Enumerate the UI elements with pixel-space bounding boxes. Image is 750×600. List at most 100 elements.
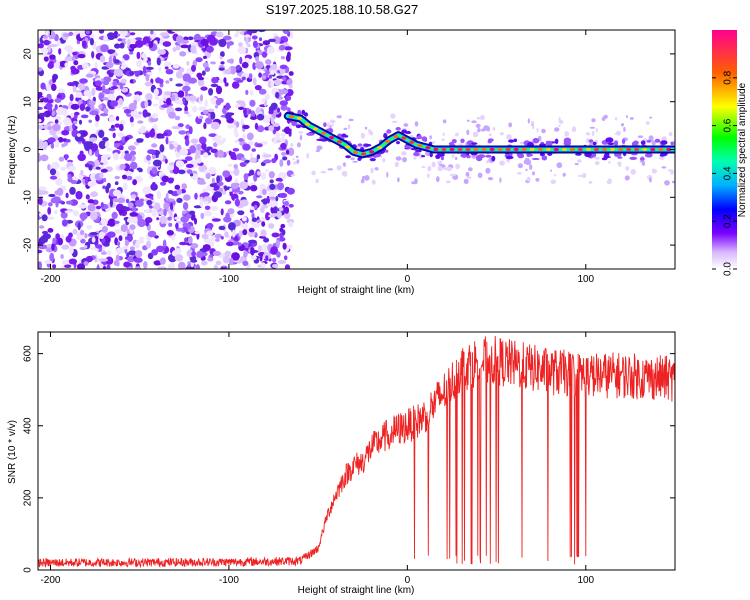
noise-speckle — [204, 200, 209, 205]
noise-speckle — [47, 164, 51, 171]
noise-speckle — [83, 261, 89, 266]
spectrogram-y-label: Frequency (Hz) — [7, 116, 18, 185]
noise-speckle — [188, 210, 196, 215]
noise-speckle — [658, 156, 665, 160]
noise-speckle — [212, 250, 221, 257]
noise-speckle — [67, 176, 73, 183]
noise-speckle — [94, 159, 100, 166]
noise-speckle — [421, 165, 426, 169]
noise-speckle — [249, 157, 257, 163]
noise-speckle — [258, 245, 262, 253]
ridge-peak — [296, 116, 302, 120]
ridge-peak — [497, 147, 503, 152]
noise-speckle — [69, 124, 73, 132]
noise-speckle — [145, 66, 154, 70]
noise-speckle — [147, 60, 152, 66]
noise-speckle — [95, 205, 102, 210]
noise-speckle — [102, 177, 107, 183]
noise-speckle — [115, 247, 125, 255]
noise-speckle — [296, 142, 301, 148]
noise-speckle — [242, 133, 246, 140]
noise-speckle — [89, 110, 99, 116]
noise-speckle — [336, 115, 342, 119]
ridge-halo — [303, 112, 309, 117]
noise-speckle — [485, 160, 490, 164]
noise-speckle — [369, 131, 374, 136]
noise-speckle — [38, 91, 43, 97]
noise-speckle — [177, 90, 185, 98]
noise-speckle — [254, 204, 258, 209]
noise-speckle — [165, 69, 174, 75]
noise-speckle — [38, 249, 43, 254]
ridge-halo — [341, 133, 347, 138]
noise-speckle — [188, 95, 197, 102]
noise-speckle — [237, 210, 245, 216]
noise-speckle — [261, 221, 266, 227]
noise-speckle — [77, 222, 81, 231]
noise-speckle — [120, 78, 127, 84]
noise-speckle — [651, 140, 656, 146]
noise-speckle — [625, 115, 628, 119]
noise-speckle — [137, 120, 144, 124]
noise-speckle — [268, 125, 275, 132]
noise-speckle — [104, 141, 110, 148]
noise-speckle — [172, 47, 177, 52]
noise-speckle — [58, 156, 65, 162]
noise-speckle — [144, 209, 150, 213]
noise-speckle — [74, 111, 80, 116]
noise-speckle — [248, 109, 252, 114]
noise-speckle — [465, 171, 470, 177]
noise-speckle — [529, 164, 533, 170]
noise-speckle — [126, 218, 132, 223]
ridge-halo — [646, 139, 652, 143]
noise-speckle — [571, 126, 577, 133]
noise-speckle — [220, 208, 224, 216]
noise-speckle — [275, 91, 280, 99]
noise-speckle — [671, 180, 675, 184]
noise-speckle — [119, 42, 125, 49]
noise-speckle — [262, 160, 272, 164]
noise-speckle — [487, 177, 494, 181]
noise-speckle — [215, 98, 222, 106]
noise-speckle — [175, 107, 183, 112]
noise-speckle — [85, 73, 94, 78]
ridge-peak — [593, 147, 600, 152]
noise-speckle — [221, 191, 227, 195]
noise-speckle — [49, 252, 55, 262]
noise-speckle — [268, 110, 274, 115]
ridge-halo — [513, 138, 518, 143]
noise-speckle — [206, 222, 214, 229]
noise-speckle — [46, 84, 51, 92]
noise-speckle — [276, 210, 282, 219]
noise-speckle — [288, 71, 294, 76]
noise-speckle — [239, 181, 249, 190]
noise-speckle — [211, 177, 215, 184]
noise-speckle — [258, 72, 262, 78]
noise-speckle — [86, 225, 93, 230]
noise-speckle — [227, 124, 236, 129]
noise-speckle — [165, 192, 169, 202]
noise-speckle — [83, 90, 92, 97]
noise-speckle — [260, 172, 267, 180]
noise-speckle — [246, 132, 254, 141]
noise-speckle — [179, 51, 187, 57]
noise-speckle — [648, 135, 654, 142]
noise-speckle — [159, 144, 165, 153]
noise-speckle — [261, 75, 267, 80]
noise-speckle — [454, 156, 458, 161]
ridge-peak — [336, 140, 343, 144]
noise-speckle — [123, 232, 128, 237]
noise-speckle — [88, 149, 93, 157]
noise-speckle — [42, 233, 51, 240]
ridge-halo — [607, 142, 615, 146]
noise-speckle — [114, 220, 120, 224]
noise-speckle — [69, 247, 74, 254]
noise-speckle — [203, 55, 207, 60]
noise-speckle — [254, 85, 262, 91]
noise-speckle — [265, 255, 269, 261]
noise-speckle — [47, 216, 55, 220]
noise-speckle — [182, 97, 186, 105]
noise-speckle — [52, 264, 57, 269]
noise-speckle — [186, 61, 190, 66]
noise-speckle — [175, 160, 185, 168]
